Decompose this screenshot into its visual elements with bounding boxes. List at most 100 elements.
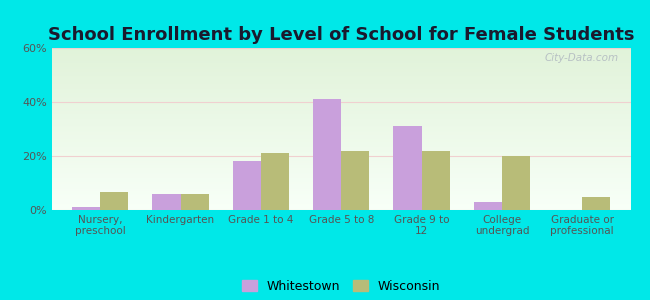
Bar <box>52 98 630 100</box>
Bar <box>52 202 630 203</box>
Bar <box>52 130 630 132</box>
Bar <box>181 194 209 210</box>
Bar <box>52 200 630 202</box>
Bar <box>52 50 630 51</box>
Bar <box>52 148 630 150</box>
Bar <box>233 161 261 210</box>
Bar <box>52 124 630 126</box>
Bar <box>52 132 630 134</box>
Bar <box>52 77 630 79</box>
Bar <box>52 110 630 111</box>
Bar <box>313 99 341 210</box>
Bar <box>52 122 630 124</box>
Bar <box>52 116 630 118</box>
Bar <box>52 205 630 207</box>
Legend: Whitestown, Wisconsin: Whitestown, Wisconsin <box>237 275 445 298</box>
Bar <box>52 181 630 182</box>
Bar <box>52 61 630 63</box>
Bar <box>52 87 630 88</box>
Bar <box>52 163 630 165</box>
Bar <box>52 79 630 80</box>
Bar <box>52 71 630 72</box>
Bar <box>52 187 630 189</box>
Bar <box>52 106 630 108</box>
Bar <box>52 147 630 148</box>
Bar <box>52 68 630 69</box>
Bar <box>52 195 630 197</box>
Bar <box>52 105 630 106</box>
Bar <box>52 157 630 158</box>
Bar <box>341 151 369 210</box>
Bar <box>52 129 630 130</box>
Text: City-Data.com: City-Data.com <box>545 53 619 63</box>
Bar <box>52 48 630 50</box>
Bar <box>52 74 630 76</box>
Bar <box>474 202 502 210</box>
Bar <box>52 179 630 181</box>
Bar <box>52 168 630 170</box>
Bar <box>52 118 630 119</box>
Bar <box>52 82 630 84</box>
Bar <box>52 69 630 71</box>
Bar <box>52 56 630 58</box>
Bar <box>52 93 630 95</box>
Bar <box>52 101 630 103</box>
Bar <box>52 184 630 186</box>
Bar <box>52 55 630 56</box>
Bar <box>52 189 630 190</box>
Bar <box>52 145 630 147</box>
Bar <box>52 176 630 178</box>
Bar <box>52 182 630 184</box>
Bar <box>100 193 128 210</box>
Bar <box>52 84 630 85</box>
Bar <box>52 161 630 163</box>
Bar <box>52 58 630 59</box>
Bar <box>52 51 630 53</box>
Bar <box>52 134 630 136</box>
Bar <box>52 173 630 174</box>
Bar <box>52 80 630 82</box>
Title: School Enrollment by Level of School for Female Students: School Enrollment by Level of School for… <box>48 26 634 44</box>
Bar <box>52 158 630 160</box>
Bar <box>52 85 630 87</box>
Bar <box>52 53 630 55</box>
Bar <box>52 97 630 98</box>
Bar <box>52 140 630 142</box>
Bar <box>52 126 630 127</box>
Bar <box>52 121 630 122</box>
Bar <box>52 150 630 152</box>
Bar <box>52 186 630 187</box>
Bar <box>153 194 181 210</box>
Bar <box>52 169 630 171</box>
Bar <box>52 111 630 113</box>
Bar <box>52 153 630 155</box>
Bar <box>52 103 630 105</box>
Bar <box>261 153 289 210</box>
Bar <box>52 63 630 64</box>
Bar <box>52 199 630 200</box>
Bar <box>422 151 450 210</box>
Bar <box>52 165 630 166</box>
Bar <box>52 92 630 93</box>
Bar <box>52 190 630 192</box>
Bar <box>582 196 610 210</box>
Bar <box>52 88 630 90</box>
Bar <box>52 197 630 199</box>
Bar <box>52 108 630 110</box>
Bar <box>52 152 630 153</box>
Bar <box>52 160 630 161</box>
Bar <box>52 171 630 173</box>
Bar <box>502 156 530 210</box>
Bar <box>52 174 630 176</box>
Bar <box>52 207 630 208</box>
Bar <box>52 192 630 194</box>
Bar <box>52 72 630 74</box>
Bar <box>52 90 630 92</box>
Bar <box>52 128 630 129</box>
Bar <box>72 207 100 210</box>
Bar <box>52 119 630 121</box>
Bar <box>52 59 630 61</box>
Bar <box>52 114 630 116</box>
Bar <box>52 142 630 144</box>
Bar <box>52 139 630 140</box>
